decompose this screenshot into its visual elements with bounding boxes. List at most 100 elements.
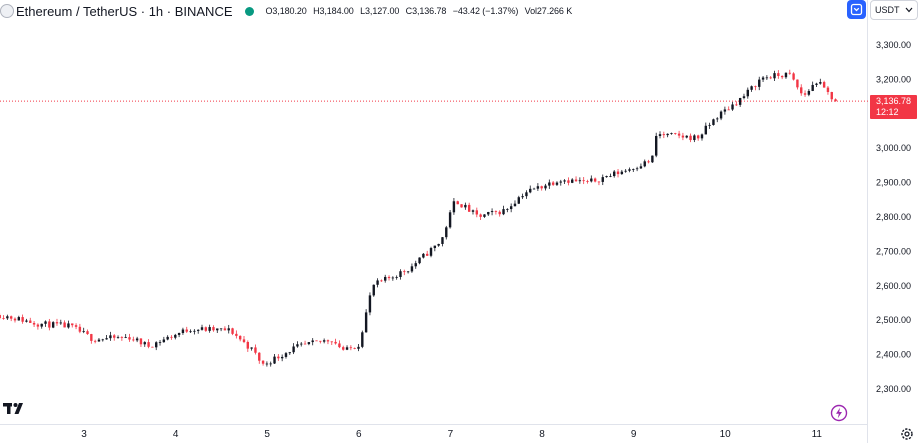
last-price-value: 3,136.78 <box>876 96 912 106</box>
candle-body <box>616 171 620 175</box>
candle <box>40 323 43 329</box>
candle-body <box>467 204 471 212</box>
candle <box>277 354 280 361</box>
candle-body <box>204 327 208 331</box>
volume-value: 27.266 K <box>536 6 573 16</box>
candle <box>238 335 242 342</box>
candle <box>357 344 360 352</box>
candle-body <box>613 171 616 177</box>
candle <box>231 327 234 336</box>
candle-body <box>448 212 452 228</box>
candle-body <box>44 321 47 324</box>
tradingview-logo-icon[interactable] <box>3 401 27 415</box>
candle-body <box>624 170 627 172</box>
candle-body <box>254 347 257 353</box>
candle-body <box>9 316 13 319</box>
candle-body <box>216 328 219 331</box>
candle-body <box>86 331 89 335</box>
candle <box>319 340 322 344</box>
candle <box>261 360 265 366</box>
candle-body <box>349 347 353 349</box>
candle <box>196 329 200 334</box>
candle-body <box>563 180 566 182</box>
candle <box>487 211 490 216</box>
candle <box>380 279 383 282</box>
candle-body <box>410 266 414 272</box>
x-tick-label: 5 <box>264 429 270 440</box>
candle-body <box>830 92 833 100</box>
close-label: C <box>405 6 413 16</box>
candle <box>296 341 299 348</box>
candle <box>555 181 559 187</box>
candle <box>651 155 654 163</box>
candle-body <box>425 253 429 256</box>
candle <box>723 106 727 115</box>
candle-body <box>437 243 440 246</box>
candle <box>765 75 769 80</box>
candle-body <box>139 338 143 345</box>
candle <box>689 133 692 143</box>
candle <box>21 314 24 324</box>
candle <box>479 213 482 221</box>
candle-body <box>666 133 669 136</box>
candle <box>139 338 143 348</box>
candle <box>55 318 59 326</box>
ethereum-symbol-icon <box>0 4 14 18</box>
candle-body <box>445 227 448 238</box>
currency-selector-button[interactable]: USDT <box>870 0 918 20</box>
symbol-title[interactable]: Ethereum / TetherUS · 1h · BINANCE <box>16 3 233 19</box>
candle <box>116 335 120 339</box>
candle <box>643 159 646 168</box>
candle <box>460 204 463 208</box>
settings-button[interactable] <box>847 0 866 19</box>
gear-icon[interactable] <box>900 427 914 441</box>
candle <box>44 320 47 327</box>
candle-body <box>532 188 536 190</box>
candle-body <box>51 322 55 328</box>
candle-body <box>368 295 372 313</box>
candle <box>63 320 66 328</box>
candle <box>578 177 582 184</box>
y-tick-label: 2,600.00 <box>876 281 911 291</box>
candle-body <box>441 237 444 244</box>
candle <box>761 75 765 82</box>
candle <box>429 246 433 258</box>
candle-body <box>769 77 772 79</box>
candle-body <box>403 271 406 273</box>
candle-body <box>101 339 104 341</box>
candle <box>82 327 85 334</box>
candle <box>74 323 78 330</box>
zap-icon[interactable] <box>830 404 848 422</box>
candle <box>815 82 818 88</box>
candle-body <box>200 327 204 330</box>
candle <box>448 210 452 229</box>
candle-body <box>590 178 593 182</box>
x-tick-label: 11 <box>812 429 823 440</box>
candle <box>742 93 746 100</box>
candle-body <box>647 161 650 163</box>
candle-body <box>490 211 494 213</box>
y-tick-label: 2,300.00 <box>876 384 911 394</box>
candle <box>506 208 509 213</box>
currency-label: USDT <box>875 5 900 15</box>
candle <box>265 361 269 367</box>
candle <box>185 326 188 333</box>
candle <box>32 320 36 328</box>
candle-body <box>525 192 528 197</box>
candle <box>258 352 261 364</box>
candle-body <box>227 328 230 331</box>
candle <box>349 345 353 351</box>
candle-body <box>456 201 459 205</box>
candle-body <box>177 333 181 335</box>
candle-body <box>712 119 715 125</box>
candle <box>204 326 208 332</box>
candle-body <box>235 333 238 336</box>
candle <box>86 329 89 335</box>
candle <box>410 263 414 273</box>
candle <box>0 313 1 320</box>
candle <box>170 335 173 340</box>
candle <box>704 122 708 135</box>
candle-body <box>284 353 288 357</box>
candle <box>280 354 284 362</box>
